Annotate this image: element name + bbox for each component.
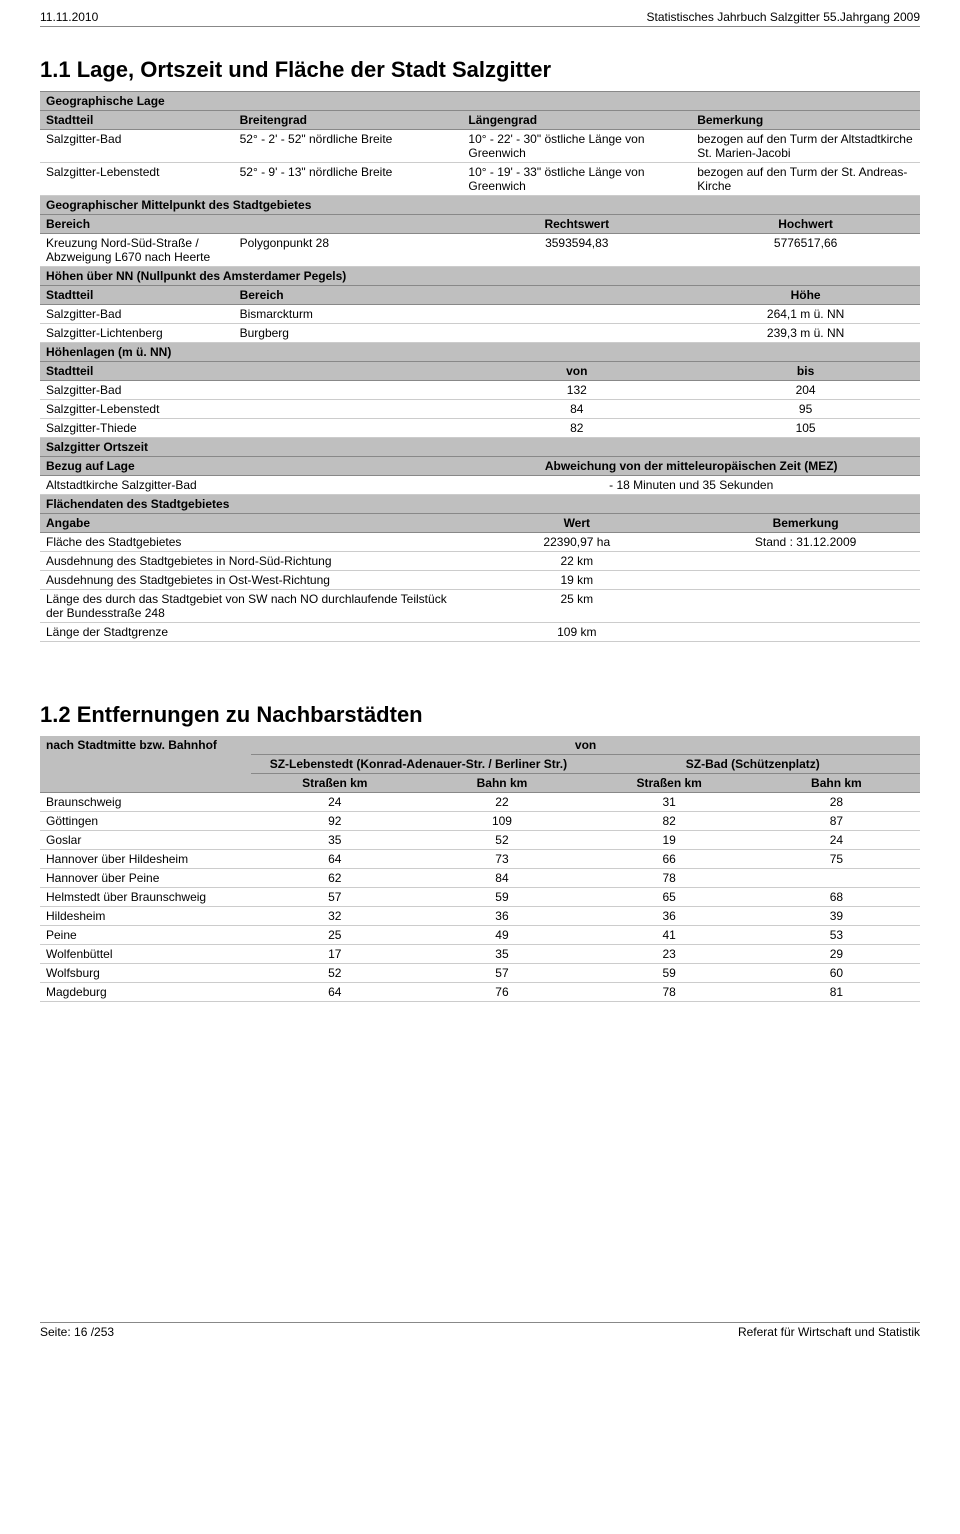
table-row: Salzgitter-Lichtenberg Burgberg 239,3 m … bbox=[40, 324, 920, 343]
col-bahn-km: Bahn km bbox=[753, 774, 920, 793]
table-row: Hannover über Hildesheim64736675 bbox=[40, 850, 920, 869]
geo-mp-header: Geographischer Mittelpunkt des Stadtgebi… bbox=[40, 196, 920, 215]
table-row: Wolfsburg52575960 bbox=[40, 964, 920, 983]
table-row: Salzgitter-Bad 52° - 2' - 52" nördliche … bbox=[40, 130, 920, 163]
col-laengengrad: Längengrad bbox=[462, 111, 691, 130]
table-row: Magdeburg64767881 bbox=[40, 983, 920, 1002]
table-row: Peine25494153 bbox=[40, 926, 920, 945]
section-1-title: 1.1 Lage, Ortszeit und Fläche der Stadt … bbox=[40, 57, 920, 83]
table-row: Hildesheim32363639 bbox=[40, 907, 920, 926]
col-von: von bbox=[462, 362, 691, 381]
col-bahn-km: Bahn km bbox=[418, 774, 585, 793]
table-row: Salzgitter-Bad 132 204 bbox=[40, 381, 920, 400]
col-bad: SZ-Bad (Schützenplatz) bbox=[586, 755, 920, 774]
header-date: 11.11.2010 bbox=[40, 10, 98, 24]
header-title: Statistisches Jahrbuch Salzgitter 55.Jah… bbox=[647, 10, 921, 24]
table-row: Fläche des Stadtgebietes 22390,97 ha Sta… bbox=[40, 533, 920, 552]
section-1-table: Geographische Lage Stadtteil Breitengrad… bbox=[40, 91, 920, 642]
col-bezug: Bezug auf Lage bbox=[40, 457, 462, 476]
table-row: Helmstedt über Braunschweig57596568 bbox=[40, 888, 920, 907]
footer-dept: Referat für Wirtschaft und Statistik bbox=[738, 1325, 920, 1339]
table-row: Goslar35521924 bbox=[40, 831, 920, 850]
hoehen-header: Höhen über NN (Nullpunkt des Amsterdamer… bbox=[40, 267, 920, 286]
geo-lage-header: Geographische Lage bbox=[40, 92, 920, 111]
table-row: Länge des durch das Stadtgebiet von SW n… bbox=[40, 590, 920, 623]
table-row: Altstadtkirche Salzgitter-Bad - 18 Minut… bbox=[40, 476, 920, 495]
page-footer: Seite: 16 /253 Referat für Wirtschaft un… bbox=[40, 1322, 920, 1339]
table-row: Braunschweig24223128 bbox=[40, 793, 920, 812]
col-von: von bbox=[251, 736, 920, 755]
table-row: Salzgitter-Lebenstedt 84 95 bbox=[40, 400, 920, 419]
col-hochwert: Hochwert bbox=[691, 215, 920, 234]
table-row: Salzgitter-Bad Bismarckturm 264,1 m ü. N… bbox=[40, 305, 920, 324]
col-strassen-km: Straßen km bbox=[251, 774, 418, 793]
table-row: Länge der Stadtgrenze 109 km bbox=[40, 623, 920, 642]
col-abweichung: Abweichung von der mitteleuropäischen Ze… bbox=[462, 457, 920, 476]
table-row: Salzgitter-Thiede 82 105 bbox=[40, 419, 920, 438]
col-bemerkung: Bemerkung bbox=[691, 514, 920, 533]
table-row: Wolfenbüttel17352329 bbox=[40, 945, 920, 964]
flaechendaten-header: Flächendaten des Stadtgebietes bbox=[40, 495, 920, 514]
col-hoehe: Höhe bbox=[691, 286, 920, 305]
col-lebenstedt: SZ-Lebenstedt (Konrad-Adenauer-Str. / Be… bbox=[251, 755, 585, 774]
table-row: Ausdehnung des Stadtgebietes in Ost-West… bbox=[40, 571, 920, 590]
ortszeit-header: Salzgitter Ortszeit bbox=[40, 438, 920, 457]
col-stadtteil: Stadtteil bbox=[40, 362, 462, 381]
col-breitengrad: Breitengrad bbox=[234, 111, 463, 130]
table-row: Hannover über Peine628478 bbox=[40, 869, 920, 888]
table-row: Kreuzung Nord-Süd-Straße / Abzweigung L6… bbox=[40, 234, 920, 267]
col-bereich: Bereich bbox=[234, 286, 692, 305]
col-bis: bis bbox=[691, 362, 920, 381]
page-header: 11.11.2010 Statistisches Jahrbuch Salzgi… bbox=[40, 10, 920, 27]
section-2-title: 1.2 Entfernungen zu Nachbarstädten bbox=[40, 702, 920, 728]
col-nach: nach Stadtmitte bzw. Bahnhof bbox=[40, 736, 251, 793]
table-row: Salzgitter-Lebenstedt 52° - 9' - 13" nör… bbox=[40, 163, 920, 196]
col-stadtteil: Stadtteil bbox=[40, 286, 234, 305]
table-row: Göttingen921098287 bbox=[40, 812, 920, 831]
col-angabe: Angabe bbox=[40, 514, 462, 533]
col-stadtteil: Stadtteil bbox=[40, 111, 234, 130]
col-rechtswert: Rechtswert bbox=[462, 215, 691, 234]
col-strassen-km: Straßen km bbox=[586, 774, 753, 793]
col-wert: Wert bbox=[462, 514, 691, 533]
table-row: Ausdehnung des Stadtgebietes in Nord-Süd… bbox=[40, 552, 920, 571]
col-bemerkung: Bemerkung bbox=[691, 111, 920, 130]
col-bereich: Bereich bbox=[40, 215, 462, 234]
footer-page: Seite: 16 /253 bbox=[40, 1325, 114, 1339]
section-2-table: nach Stadtmitte bzw. Bahnhof von SZ-Lebe… bbox=[40, 736, 920, 1002]
hoehenlagen-header: Höhenlagen (m ü. NN) bbox=[40, 343, 920, 362]
